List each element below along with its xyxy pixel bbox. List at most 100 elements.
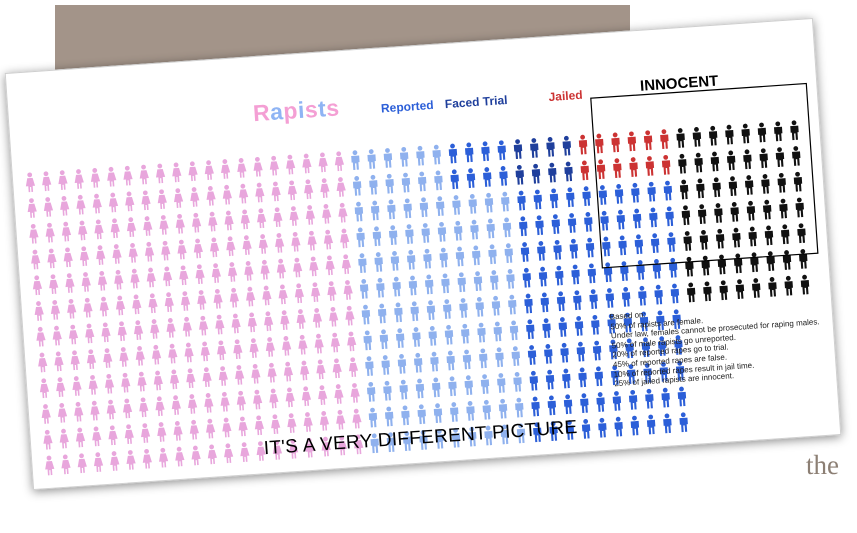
male-person-icon <box>629 157 638 177</box>
male-person-icon <box>793 171 803 192</box>
male-person-icon <box>464 375 473 396</box>
pictograph-svg: Rapists Reported Faced Trial Jailed INNO… <box>25 73 819 476</box>
male-person-icon <box>573 290 582 311</box>
female-person-icon <box>286 154 296 175</box>
male-person-icon <box>562 135 572 156</box>
male-person-icon <box>547 395 557 416</box>
female-person-icon <box>144 241 155 262</box>
female-person-icon <box>139 397 149 418</box>
male-person-icon <box>351 150 360 171</box>
male-person-icon <box>560 342 569 363</box>
male-person-icon <box>533 189 542 210</box>
female-person-icon <box>312 308 323 328</box>
female-person-icon <box>278 284 288 305</box>
female-person-icon <box>68 324 79 345</box>
male-person-icon <box>744 175 754 195</box>
female-person-icon <box>181 291 191 311</box>
male-person-icon <box>668 257 678 278</box>
male-person-icon <box>361 304 371 325</box>
female-person-icon <box>90 400 100 421</box>
male-person-icon <box>623 312 633 333</box>
male-person-icon <box>367 149 376 169</box>
male-person-icon <box>730 202 739 222</box>
male-person-icon <box>725 124 734 145</box>
male-person-icon <box>638 285 647 306</box>
female-person-icon <box>226 236 236 257</box>
female-person-icon <box>298 334 308 355</box>
female-person-icon <box>27 198 37 218</box>
male-person-icon <box>645 388 654 409</box>
male-person-icon <box>354 201 364 222</box>
male-person-icon <box>678 153 687 174</box>
male-person-icon <box>435 429 444 449</box>
male-person-icon <box>717 254 727 275</box>
female-person-icon <box>336 409 346 430</box>
male-person-icon <box>616 209 626 230</box>
female-person-icon <box>293 257 303 278</box>
male-person-icon <box>426 300 436 321</box>
male-person-icon <box>795 197 804 218</box>
male-person-icon <box>370 433 379 454</box>
female-person-icon <box>304 179 314 200</box>
label-innocent: INNOCENT <box>640 73 719 95</box>
female-person-icon <box>148 293 158 314</box>
female-person-icon <box>217 340 227 361</box>
male-person-icon <box>683 231 692 251</box>
female-person-icon <box>173 421 183 441</box>
female-person-icon <box>184 342 194 363</box>
female-person-icon <box>177 239 187 260</box>
male-person-icon <box>555 265 564 286</box>
female-person-icon <box>52 325 62 346</box>
female-person-icon <box>97 270 108 291</box>
male-person-icon <box>620 261 629 282</box>
male-person-icon <box>450 402 459 422</box>
male-person-icon <box>696 178 705 199</box>
female-person-icon <box>300 360 310 381</box>
male-person-icon <box>679 412 688 433</box>
female-person-icon <box>45 455 55 476</box>
male-person-icon <box>582 186 591 207</box>
label-faced-trial: Faced Trial <box>444 93 508 111</box>
male-person-icon <box>365 356 374 376</box>
male-person-icon <box>490 270 499 290</box>
female-person-icon <box>213 288 223 309</box>
female-person-icon <box>143 216 153 236</box>
female-person-icon <box>155 396 165 417</box>
female-person-icon <box>164 292 174 313</box>
female-person-icon <box>31 249 41 270</box>
female-person-icon <box>240 442 250 463</box>
male-person-icon <box>428 326 437 346</box>
male-person-icon <box>413 352 423 373</box>
label-jailed: Jailed <box>548 88 583 104</box>
female-person-icon <box>36 326 46 347</box>
female-person-icon <box>153 370 163 391</box>
female-person-icon <box>257 208 267 229</box>
male-person-icon <box>461 323 470 344</box>
male-person-icon <box>587 263 597 284</box>
male-person-icon <box>699 229 709 250</box>
female-person-icon <box>215 314 225 335</box>
male-person-icon <box>750 252 759 273</box>
male-person-icon <box>399 146 409 167</box>
female-person-icon <box>188 161 198 182</box>
male-person-icon <box>363 330 372 351</box>
male-person-icon <box>562 368 571 389</box>
male-person-icon <box>649 207 658 228</box>
female-person-icon <box>79 246 90 267</box>
female-person-icon <box>289 206 299 226</box>
male-person-icon <box>675 360 685 381</box>
female-person-icon <box>231 313 241 334</box>
male-person-icon <box>558 317 568 337</box>
female-person-icon <box>189 419 199 440</box>
female-person-icon <box>311 282 321 303</box>
male-person-icon <box>477 322 486 343</box>
male-person-icon <box>465 142 474 163</box>
male-person-icon <box>359 278 369 299</box>
female-person-icon <box>56 377 66 397</box>
female-person-icon <box>117 321 127 342</box>
male-person-icon <box>435 196 445 216</box>
male-person-icon <box>647 181 656 202</box>
female-person-icon <box>222 184 232 205</box>
male-person-icon <box>402 431 412 451</box>
male-person-icon <box>482 399 491 420</box>
